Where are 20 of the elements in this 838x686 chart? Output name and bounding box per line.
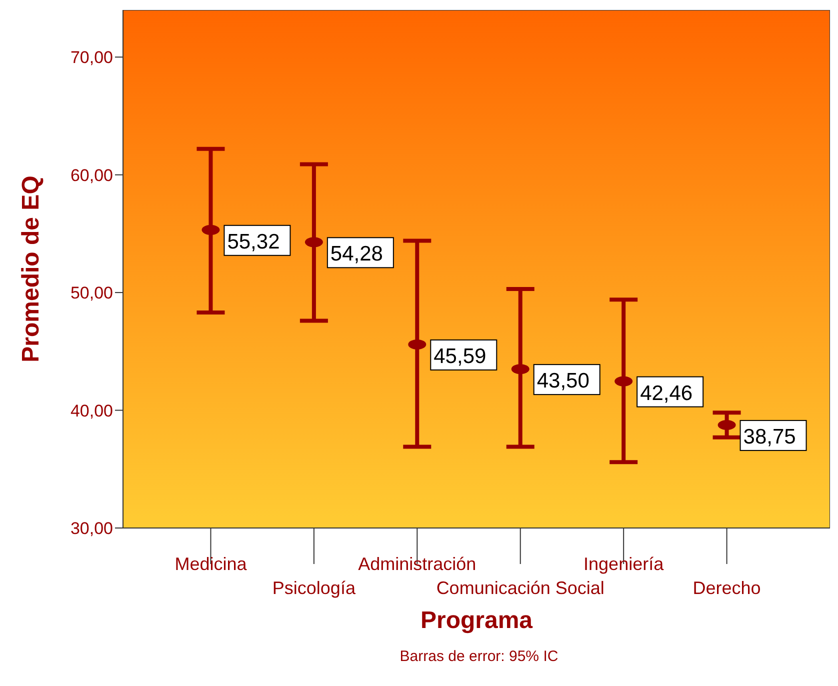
y-tick-label: 70,00 [70,48,113,68]
y-tick-label: 50,00 [70,284,113,303]
x-tick-label: Medicina [174,554,248,574]
x-tick-label: Administración [358,554,476,574]
data-label: 54,28 [330,242,383,266]
x-tick-label: Derecho [692,578,761,598]
x-tick-label: Comunicación Social [436,578,604,598]
text: Barras de error: 95% IC [398,648,560,665]
y-tick-label: 40,00 [70,401,113,420]
data-label: 45,59 [434,344,486,368]
y-tick-label: 30,00 [70,519,113,538]
data-label: 42,46 [640,382,693,405]
x-tick-label: Ingeniería [584,554,665,574]
data-label: 43,50 [536,370,590,393]
x-tick-label: Psicología [272,578,356,598]
y-tick-label: 60,00 [70,166,113,185]
data-label: 38,75 [743,425,796,448]
data-label: 55,32 [227,230,280,254]
x-axis-title: Programa [420,607,534,634]
y-axis-title: Promedio de EQ [18,176,45,362]
